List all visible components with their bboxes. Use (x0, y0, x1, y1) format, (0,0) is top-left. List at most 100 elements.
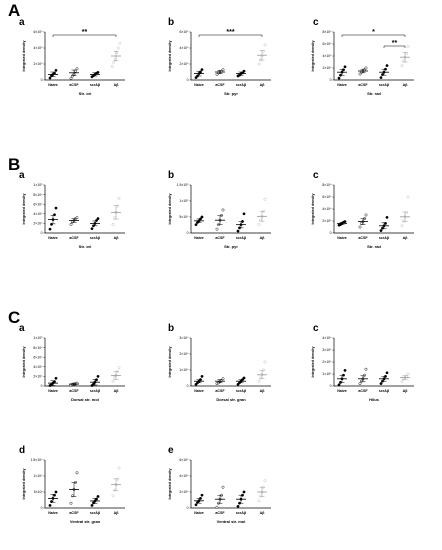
y-axis-label: Integrated density (168, 194, 172, 225)
data-point (200, 374, 204, 378)
y-tick-label: 4×10⁴ (33, 365, 43, 369)
data-point (358, 382, 362, 386)
data-point (111, 379, 115, 383)
y-tick-label: 6×10⁶ (322, 42, 332, 46)
x-tick-label: aCSF (69, 236, 79, 240)
data-point (236, 229, 240, 233)
data-point (96, 70, 100, 74)
y-tick-label: 0 (41, 384, 43, 388)
x-tick-label: scrAβ (90, 511, 101, 515)
data-point (406, 195, 410, 199)
x-tick-label: Naive (48, 511, 58, 515)
y-tick-label: 4×10⁶ (33, 46, 43, 50)
x-tick-label: Naive (194, 83, 204, 87)
y-tick-label: 2×10⁴ (322, 360, 332, 364)
data-point (116, 204, 119, 208)
data-point (221, 208, 225, 212)
data-point (111, 494, 115, 498)
x-axis-label: Str. pyr (224, 244, 238, 249)
data-point (48, 76, 52, 80)
panel-letter: b (168, 323, 174, 334)
data-point (364, 66, 368, 70)
x-tick-label: Aβ (260, 389, 266, 393)
panel-c-a: a 0 2×10⁴ 4×10⁴ 6×10⁴ 8×10⁴ 1×10⁵ Integrated de… (19, 323, 125, 402)
x-tick-label: scrAβ (379, 236, 390, 240)
y-tick-label: 4×10⁴ (33, 212, 43, 216)
significance-bracket (383, 45, 406, 48)
x-axis-label: Str. ori (79, 91, 92, 96)
y-tick-label: 8×10⁴ (33, 193, 43, 197)
y-tick-label: 3×10⁴ (179, 336, 189, 340)
y-axis-label: Integrated density (168, 41, 172, 72)
y-axis-label: Integrated density (168, 347, 172, 378)
data-point (385, 215, 389, 219)
x-tick-label: Naive (194, 511, 204, 515)
y-tick-label: 2×10⁴ (179, 490, 189, 494)
data-point (263, 479, 267, 483)
x-axis-label: Ventral str. gran (70, 519, 101, 524)
y-tick-label: 1×10⁵ (179, 199, 189, 203)
data-point (215, 505, 219, 509)
data-point (96, 217, 100, 221)
y-tick-label: 3×10⁴ (322, 348, 332, 352)
data-point (358, 72, 362, 76)
significance-bracket (52, 34, 117, 37)
data-point (200, 493, 204, 497)
x-tick-label: scrAβ (90, 236, 101, 240)
data-point (385, 371, 389, 375)
panel-letter: e (168, 445, 174, 456)
data-point (400, 224, 404, 228)
x-tick-label: aCSF (215, 511, 225, 515)
data-point (406, 372, 410, 376)
x-axis-label: Str. ori (79, 244, 92, 249)
panel-b-b: b 0 5×10⁴ 1×10⁵ 1.5×10⁵ Integrated density Nai… (168, 170, 271, 249)
x-tick-label: scrAβ (379, 83, 390, 87)
data-point (113, 375, 116, 379)
x-tick-label: Naive (194, 389, 204, 393)
x-axis-label: Str. rad (367, 91, 381, 96)
panel-letter: a (19, 323, 25, 334)
y-tick-label: 2×10⁴ (322, 219, 332, 223)
y-tick-label: 4×10⁴ (179, 474, 189, 478)
data-point (385, 64, 389, 68)
y-tick-label: 2×10⁶ (322, 66, 332, 70)
data-point (113, 216, 116, 220)
y-tick-label: 0 (41, 506, 43, 510)
panel-letter: d (19, 445, 25, 456)
data-point (221, 485, 225, 489)
y-axis-label: Integrated density (168, 469, 172, 500)
y-tick-label: 2×10⁴ (179, 352, 189, 356)
significance-bracket (341, 34, 406, 37)
y-tick-label: 5×10³ (34, 490, 44, 494)
data-point (400, 64, 404, 68)
y-tick-label: 1×10⁴ (33, 474, 43, 478)
data-point (54, 490, 58, 494)
y-tick-label: 6×10⁴ (33, 202, 43, 206)
y-tick-label: 0 (330, 231, 332, 235)
y-tick-label: 0 (41, 231, 43, 235)
panel-a-c: c 0 2×10⁶ 4×10⁶ 6×10⁶ 8×10⁶ Integrated density… (311, 17, 414, 96)
data-point (54, 376, 58, 380)
y-tick-label: 1.5×10⁴ (31, 458, 43, 462)
y-tick-label: 0 (187, 384, 189, 388)
data-point (257, 379, 261, 383)
y-tick-label: 8×10⁴ (33, 346, 43, 350)
data-point (117, 366, 121, 370)
data-point (242, 212, 246, 216)
data-point (90, 504, 94, 507)
y-tick-label: 0 (41, 78, 43, 82)
data-point (48, 227, 52, 231)
data-point (74, 69, 77, 73)
data-point (263, 43, 267, 47)
data-point (405, 52, 408, 56)
y-axis-label: Integrated density (22, 347, 26, 378)
x-tick-label: Aβ (403, 236, 409, 240)
y-tick-label: 8×10⁴ (322, 183, 332, 187)
y-tick-label: 6×10⁴ (33, 355, 43, 359)
x-tick-label: scrAβ (90, 389, 101, 393)
x-tick-label: Aβ (114, 389, 120, 393)
panels-group: a 0 2×10⁶ 4×10⁶ 6×10⁶ Integrated density Naive… (19, 17, 414, 524)
x-tick-label: aCSF (215, 389, 225, 393)
data-point (200, 68, 204, 72)
